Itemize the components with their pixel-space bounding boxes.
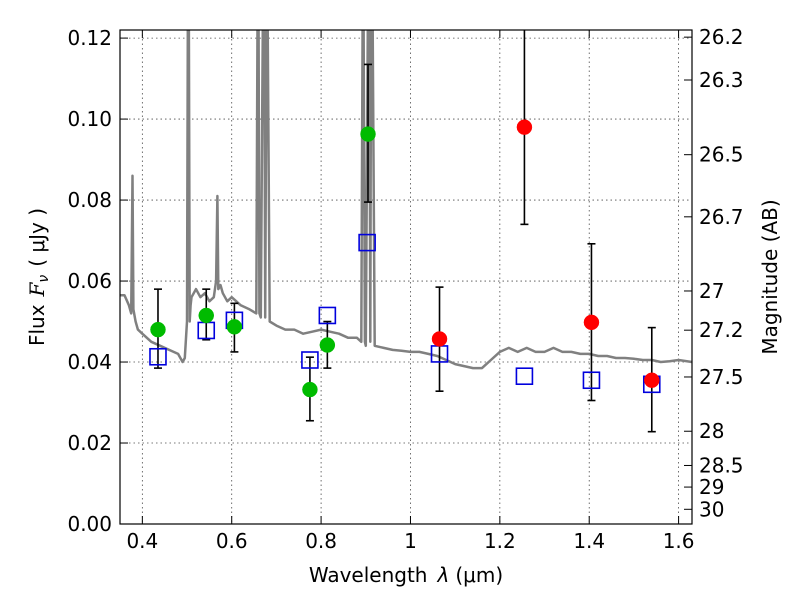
- y-tick-label: 0.04: [67, 350, 112, 374]
- x-tick-label: 0.6: [216, 529, 248, 553]
- model-photometry-square: [515, 367, 534, 386]
- y-tick-label: 0.06: [67, 269, 112, 293]
- optical-data-point: [360, 126, 376, 142]
- y2-tick-label: 27.2: [699, 318, 744, 342]
- y2-tick-label: 26.2: [699, 25, 744, 49]
- model-photometry-square: [358, 233, 376, 252]
- y2-tick-label: 30: [699, 497, 724, 521]
- near-ir-data-point: [516, 119, 533, 135]
- y2-tick-label: 28.5: [699, 453, 744, 477]
- plot-frame: [119, 29, 693, 525]
- x-tick-label: 1.4: [573, 529, 605, 553]
- x-tick-label: 1: [404, 529, 417, 553]
- y2-tick-label: 28: [699, 419, 724, 443]
- model-photometry-square: [318, 306, 337, 325]
- near-ir-data-point: [431, 331, 448, 347]
- model-photometry-square: [149, 347, 167, 366]
- optical-data-point: [302, 381, 318, 398]
- optical-data-point: [319, 337, 336, 353]
- y2-tick-label: 26.5: [699, 143, 744, 167]
- secondary-y-axis-label: Magnitude (AB): [758, 199, 782, 354]
- x-tick-label: 0.8: [305, 529, 337, 553]
- optical-data-point: [150, 321, 166, 338]
- y2-tick-label: 26.7: [699, 205, 744, 229]
- y2-tick-label: 27: [699, 279, 724, 303]
- errorbar-layer: [153, 30, 656, 433]
- near-ir-data-point: [644, 372, 660, 389]
- y-tick-label: 0.00: [67, 512, 112, 536]
- spectrum-layer: [120, 30, 692, 370]
- y2-tick-label: 27.5: [699, 365, 744, 389]
- x-axis-label: Wavelength λ (μm): [309, 563, 503, 587]
- marker-layer: [149, 119, 661, 398]
- optical-data-point: [198, 307, 214, 324]
- y2-tick-label: 29: [699, 475, 724, 499]
- y-tick-label: 0.08: [67, 188, 112, 212]
- optical-data-point: [226, 319, 243, 335]
- grid: [120, 30, 692, 525]
- y-axis: 0.00 0.02 0.04 0.06 0.08 0.10 0.12: [67, 26, 128, 536]
- y2-tick-label: 26.3: [699, 68, 744, 92]
- near-ir-data-point: [583, 314, 600, 331]
- x-tick-label: 1.6: [663, 529, 695, 553]
- y-tick-label: 0.12: [67, 26, 112, 50]
- x-tick-label: 1.2: [484, 529, 516, 553]
- model-photometry-square: [301, 351, 319, 369]
- y-tick-label: 0.10: [67, 107, 112, 131]
- spectrum-line: [120, 30, 692, 370]
- model-photometry-square: [582, 371, 601, 390]
- x-tick-label: 0.4: [126, 529, 158, 553]
- y-tick-label: 0.02: [67, 431, 112, 455]
- y-axis-label: FluxFν( μJy ): [25, 208, 52, 346]
- x-axis: 0.4 0.6 0.8 1 1.2 1.4 1.6: [126, 30, 695, 553]
